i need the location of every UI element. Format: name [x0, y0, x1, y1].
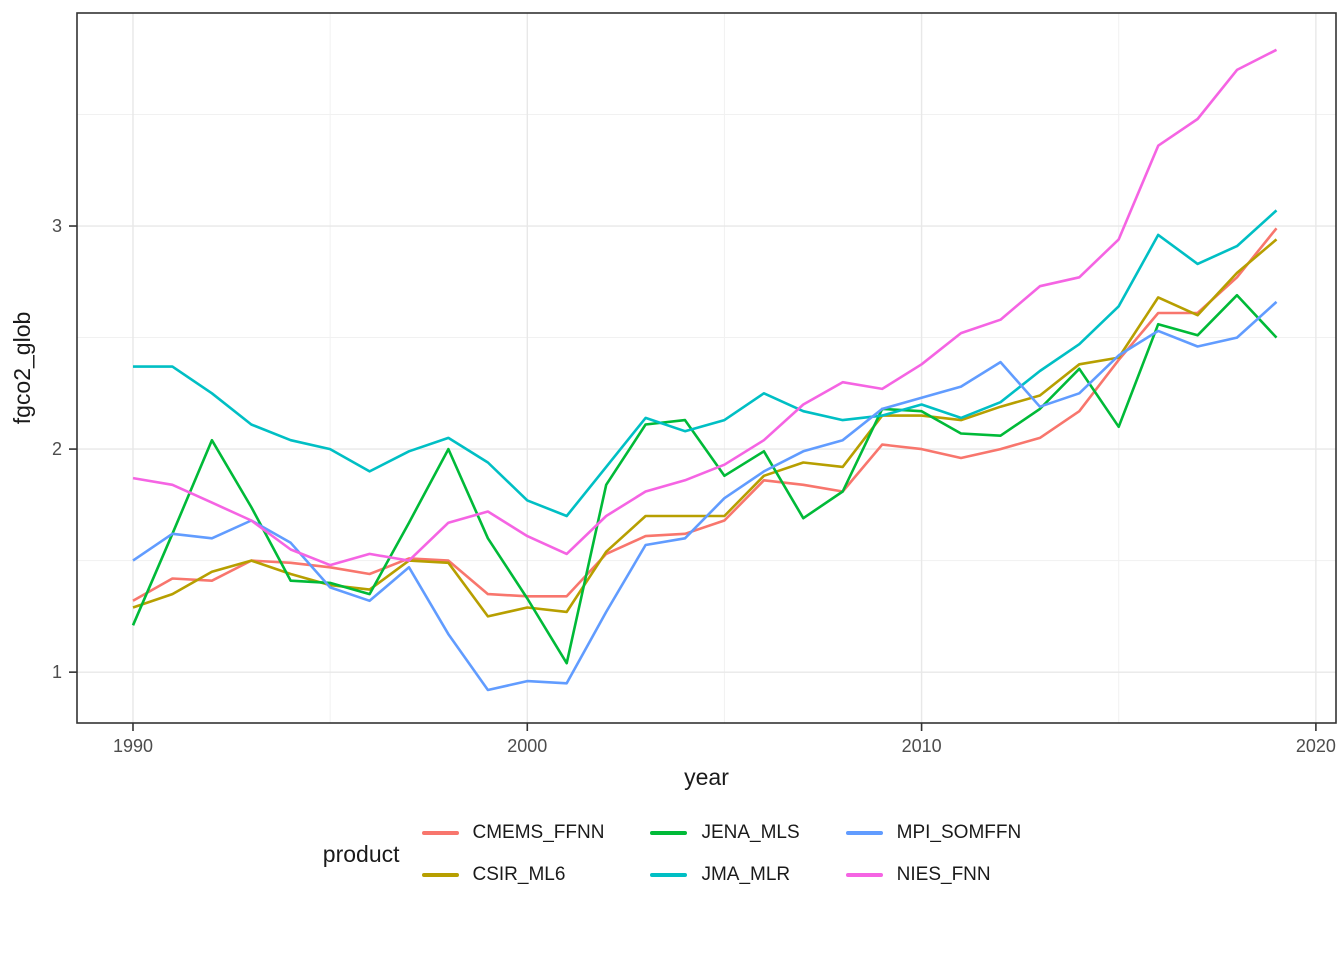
legend-item-JMA_MLR: JMA_MLR	[650, 864, 799, 886]
legend-line-swatch-JENA_MLS	[650, 831, 688, 835]
x-tick-label: 2010	[902, 736, 942, 756]
legend-label: JENA_MLS	[701, 822, 800, 843]
legend-line-swatch-JMA_MLR	[650, 873, 688, 877]
legend-label: MPI_SOMFFN	[896, 822, 1022, 843]
legend-item-CMEMS_FFNN: CMEMS_FFNN	[421, 822, 605, 844]
x-tick-label: 1990	[113, 736, 153, 756]
legend-line-swatch-CMEMS_FFNN	[421, 831, 459, 835]
legend-label: CMEMS_FFNN	[472, 822, 605, 843]
legend-items: CMEMS_FFNN CSIR_ML6 JENA_MLS JMA_MLR MPI_SOM…	[421, 822, 1022, 886]
legend-label: JMA_MLR	[701, 864, 791, 885]
legend-line-swatch-CSIR_ML6	[421, 873, 459, 877]
y-tick-label: 1	[52, 662, 62, 682]
legend-item-NIES_FNN: NIES_FNN	[845, 864, 1022, 886]
legend-label: CSIR_ML6	[472, 864, 566, 885]
series-line-NIES_FNN	[132, 48, 1278, 567]
legend-item-MPI_SOMFFN: MPI_SOMFFN	[845, 822, 1022, 844]
series-line-MPI_SOMFFN	[132, 300, 1278, 692]
y-tick-label: 2	[52, 439, 62, 459]
series-line-JMA_MLR	[133, 209, 1278, 518]
x-tick-label: 2000	[507, 736, 547, 756]
series-line-CMEMS_FFNN	[132, 227, 1278, 602]
x-axis-title: year	[684, 764, 729, 790]
legend-title: product	[322, 840, 400, 867]
legend-line-swatch-MPI_SOMFFN	[845, 831, 883, 835]
legend-label: NIES_FNN	[896, 864, 991, 885]
legend: product CMEMS_FFNN CSIR_ML6 JENA_MLS JMA_ML…	[0, 822, 1344, 886]
legend-item-JENA_MLS: JENA_MLS	[650, 822, 800, 844]
legend-line-swatch-NIES_FNN	[845, 873, 883, 877]
x-tick-label: 2020	[1296, 736, 1336, 756]
plot-svg: 1990 2000 2010 2020 1 2 3 year fgco2_glob	[9, 12, 1337, 790]
legend-item-CSIR_ML6: CSIR_ML6	[421, 864, 605, 886]
panel-border	[76, 12, 1337, 724]
y-tick-label: 3	[52, 216, 62, 236]
y-axis-title: fgco2_glob	[9, 312, 35, 425]
series-line-JENA_MLS	[131, 293, 1278, 665]
plot-panel	[77, 13, 1336, 723]
